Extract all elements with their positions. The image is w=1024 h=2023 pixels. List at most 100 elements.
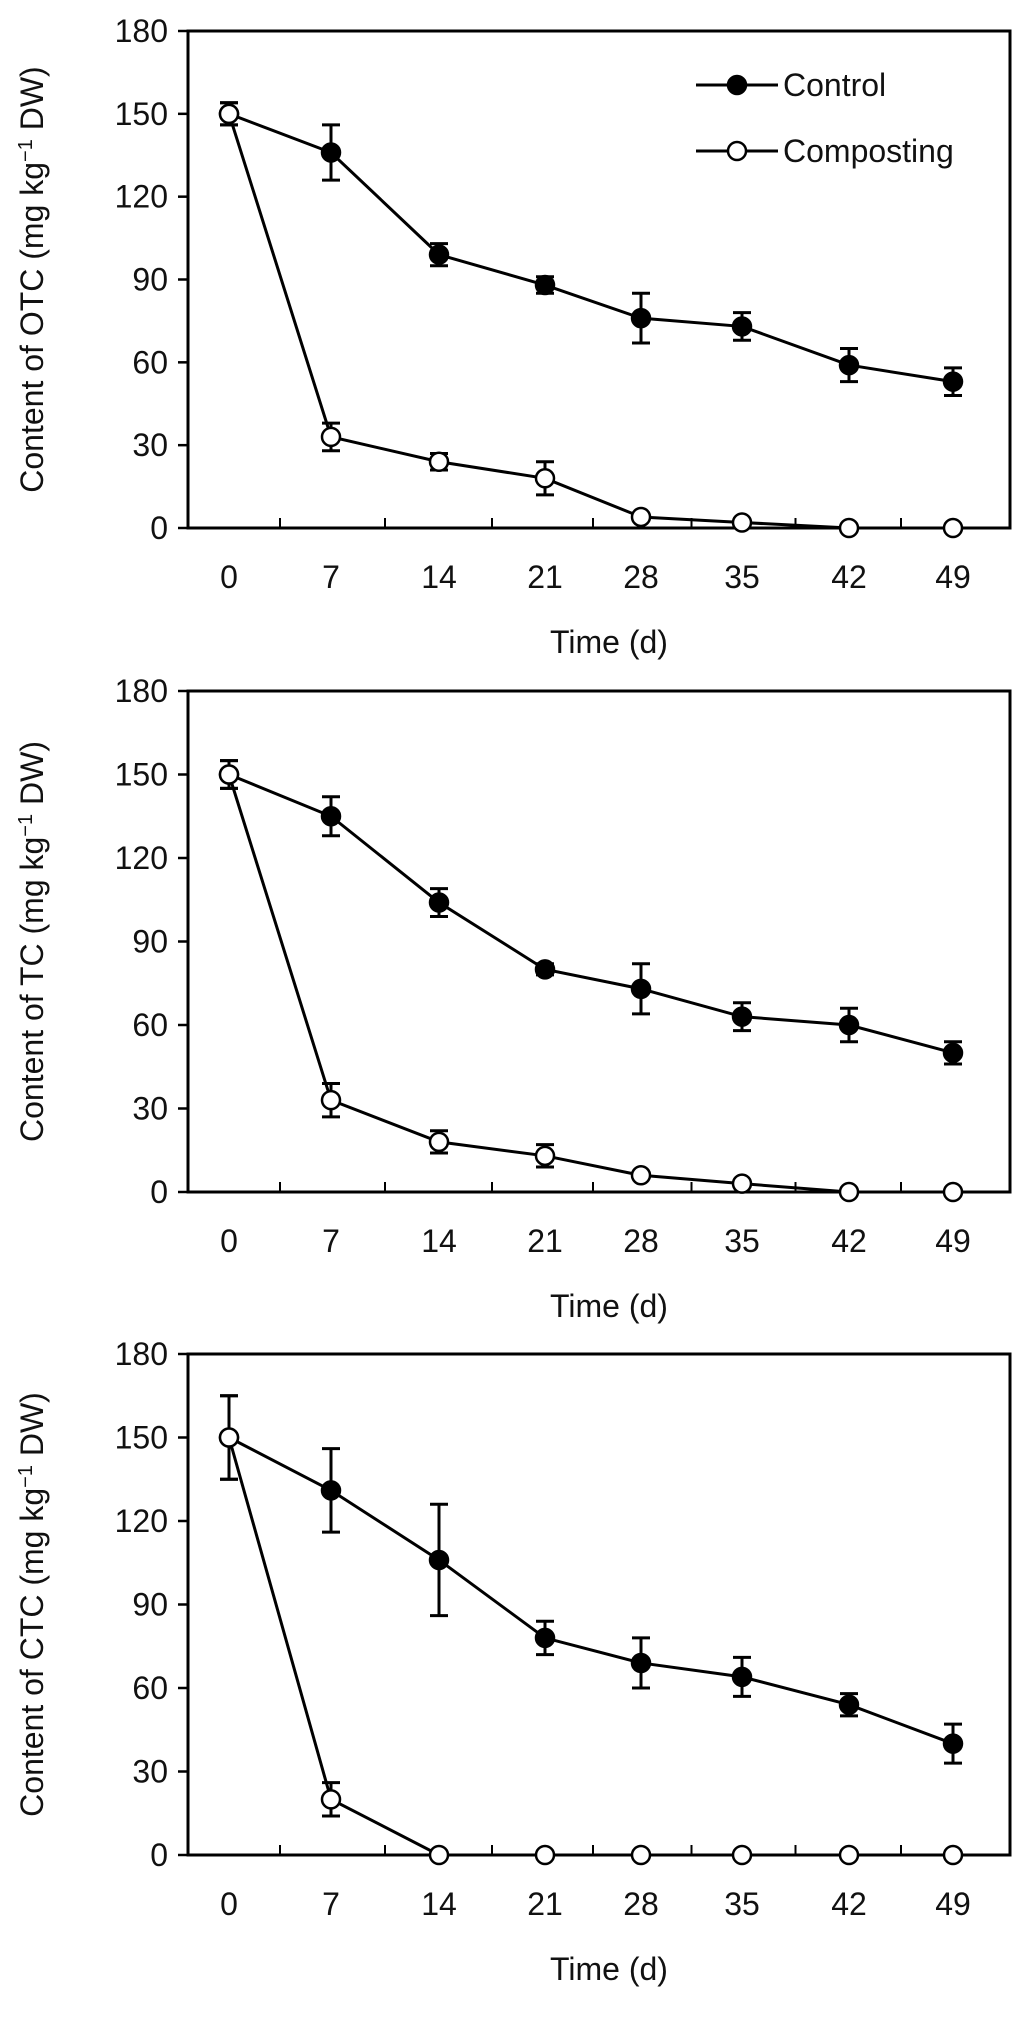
x-tick-label: 49 — [935, 1886, 971, 1922]
y-tick-label: 0 — [150, 1837, 168, 1873]
y-tick-label: 180 — [115, 13, 168, 49]
data-point — [218, 764, 240, 785]
x-tick-label: 35 — [724, 1223, 760, 1259]
x-tick-label: 7 — [322, 1223, 340, 1259]
y-tick-label: 120 — [115, 1503, 168, 1539]
data-point — [534, 1844, 556, 1866]
data-point — [534, 1627, 556, 1649]
series-composting — [218, 759, 964, 1203]
x-tick-label: 35 — [724, 1886, 760, 1922]
series-control — [218, 759, 964, 1066]
data-point — [534, 959, 556, 980]
data-point — [630, 978, 652, 1000]
x-tick-label: 28 — [623, 1886, 659, 1922]
data-point — [731, 1006, 753, 1027]
series-line — [228, 773, 954, 1055]
data-point — [320, 142, 342, 163]
x-tick-label: 28 — [623, 1223, 659, 1259]
y-tick-label: 30 — [132, 1754, 168, 1790]
y-tick-label: 0 — [150, 510, 168, 546]
panel-2: 0 30 60 90 120 150 180 0 7 14 21 28 35 42 49 Time (d) Co… — [14, 673, 1012, 1324]
x-tick-label: 14 — [421, 559, 457, 595]
data-point — [630, 307, 652, 329]
x-tick-label: 7 — [322, 1886, 340, 1922]
y-tick-label: 180 — [115, 1336, 168, 1372]
y-tick-label: 150 — [115, 96, 168, 132]
series-composting — [218, 101, 964, 539]
x-tick-label: 42 — [831, 559, 867, 595]
data-point — [731, 316, 753, 337]
panel-1: 0 30 60 90 120 150 180 0 7 14 21 28 35 42 49 Time (d) Co… — [14, 13, 1012, 660]
y-tick-label: 180 — [115, 673, 168, 709]
data-point — [942, 517, 964, 539]
y-tick-label: 150 — [115, 1420, 168, 1456]
data-point — [630, 506, 652, 528]
x-tick-label: 28 — [623, 559, 659, 595]
legend-marker — [726, 74, 748, 96]
data-point — [731, 1173, 753, 1194]
data-point — [731, 1666, 753, 1688]
data-point — [942, 371, 964, 392]
x-tick-label: 7 — [322, 559, 340, 595]
y-axis-title: Content of TC (mg kg−1 DW) — [14, 741, 50, 1142]
data-point — [428, 244, 450, 265]
legend-label: Control — [783, 67, 886, 103]
plot-frame — [186, 1352, 1012, 1857]
data-point — [428, 1131, 450, 1153]
data-point — [320, 1089, 342, 1111]
data-point — [838, 1844, 860, 1866]
y-axis-title: Content of CTC (mg kg−1 DW) — [14, 1392, 50, 1817]
x-tick-label: 14 — [421, 1223, 457, 1259]
x-tick-label: 0 — [220, 1223, 238, 1259]
panel-3: 0 30 60 90 120 150 180 0 7 14 21 28 35 42 49 Time (d) Co… — [14, 1336, 1012, 1987]
y-tick-label: 120 — [115, 840, 168, 876]
data-point — [534, 468, 556, 489]
data-point — [428, 892, 450, 913]
data-point — [838, 1014, 860, 1036]
y-tick-label: 90 — [132, 1587, 168, 1623]
data-point — [731, 512, 753, 533]
data-point — [942, 1733, 964, 1754]
series-control — [218, 1394, 964, 1765]
x-tick-label: 14 — [421, 1886, 457, 1922]
x-tick-label: 35 — [724, 559, 760, 595]
data-point — [942, 1844, 964, 1866]
data-point — [838, 1694, 860, 1715]
data-point — [838, 517, 860, 539]
series-line — [227, 1437, 953, 1857]
data-point — [838, 1181, 860, 1203]
y-tick-label: 60 — [132, 1007, 168, 1043]
legend-marker — [726, 140, 748, 162]
series-line — [227, 113, 953, 530]
data-point — [630, 1165, 652, 1186]
y-tick-label: 30 — [132, 1091, 168, 1127]
data-point — [320, 1480, 342, 1501]
data-point — [942, 1042, 964, 1064]
x-tick-label: 42 — [831, 1223, 867, 1259]
data-point — [534, 274, 556, 296]
y-tick-label: 60 — [132, 344, 168, 380]
data-point — [218, 103, 240, 125]
series-line — [228, 112, 954, 384]
plot-frame — [186, 689, 1012, 1194]
data-point — [428, 1844, 450, 1866]
plot-frame — [186, 29, 1012, 530]
x-axis-title: Time (d) — [550, 1288, 668, 1324]
data-point — [731, 1844, 753, 1866]
y-tick-label: 120 — [115, 179, 168, 215]
series-line — [227, 774, 953, 1194]
x-tick-label: 49 — [935, 1223, 971, 1259]
data-point — [630, 1652, 652, 1674]
data-point — [534, 1145, 556, 1167]
data-point — [320, 426, 342, 448]
data-point — [320, 806, 342, 827]
data-point — [218, 1427, 240, 1448]
legend-label: Composting — [783, 133, 954, 169]
x-tick-label: 49 — [935, 559, 971, 595]
data-point — [428, 1549, 450, 1571]
x-axis-title: Time (d) — [550, 624, 668, 660]
y-tick-label: 90 — [132, 924, 168, 960]
x-tick-label: 0 — [220, 559, 238, 595]
